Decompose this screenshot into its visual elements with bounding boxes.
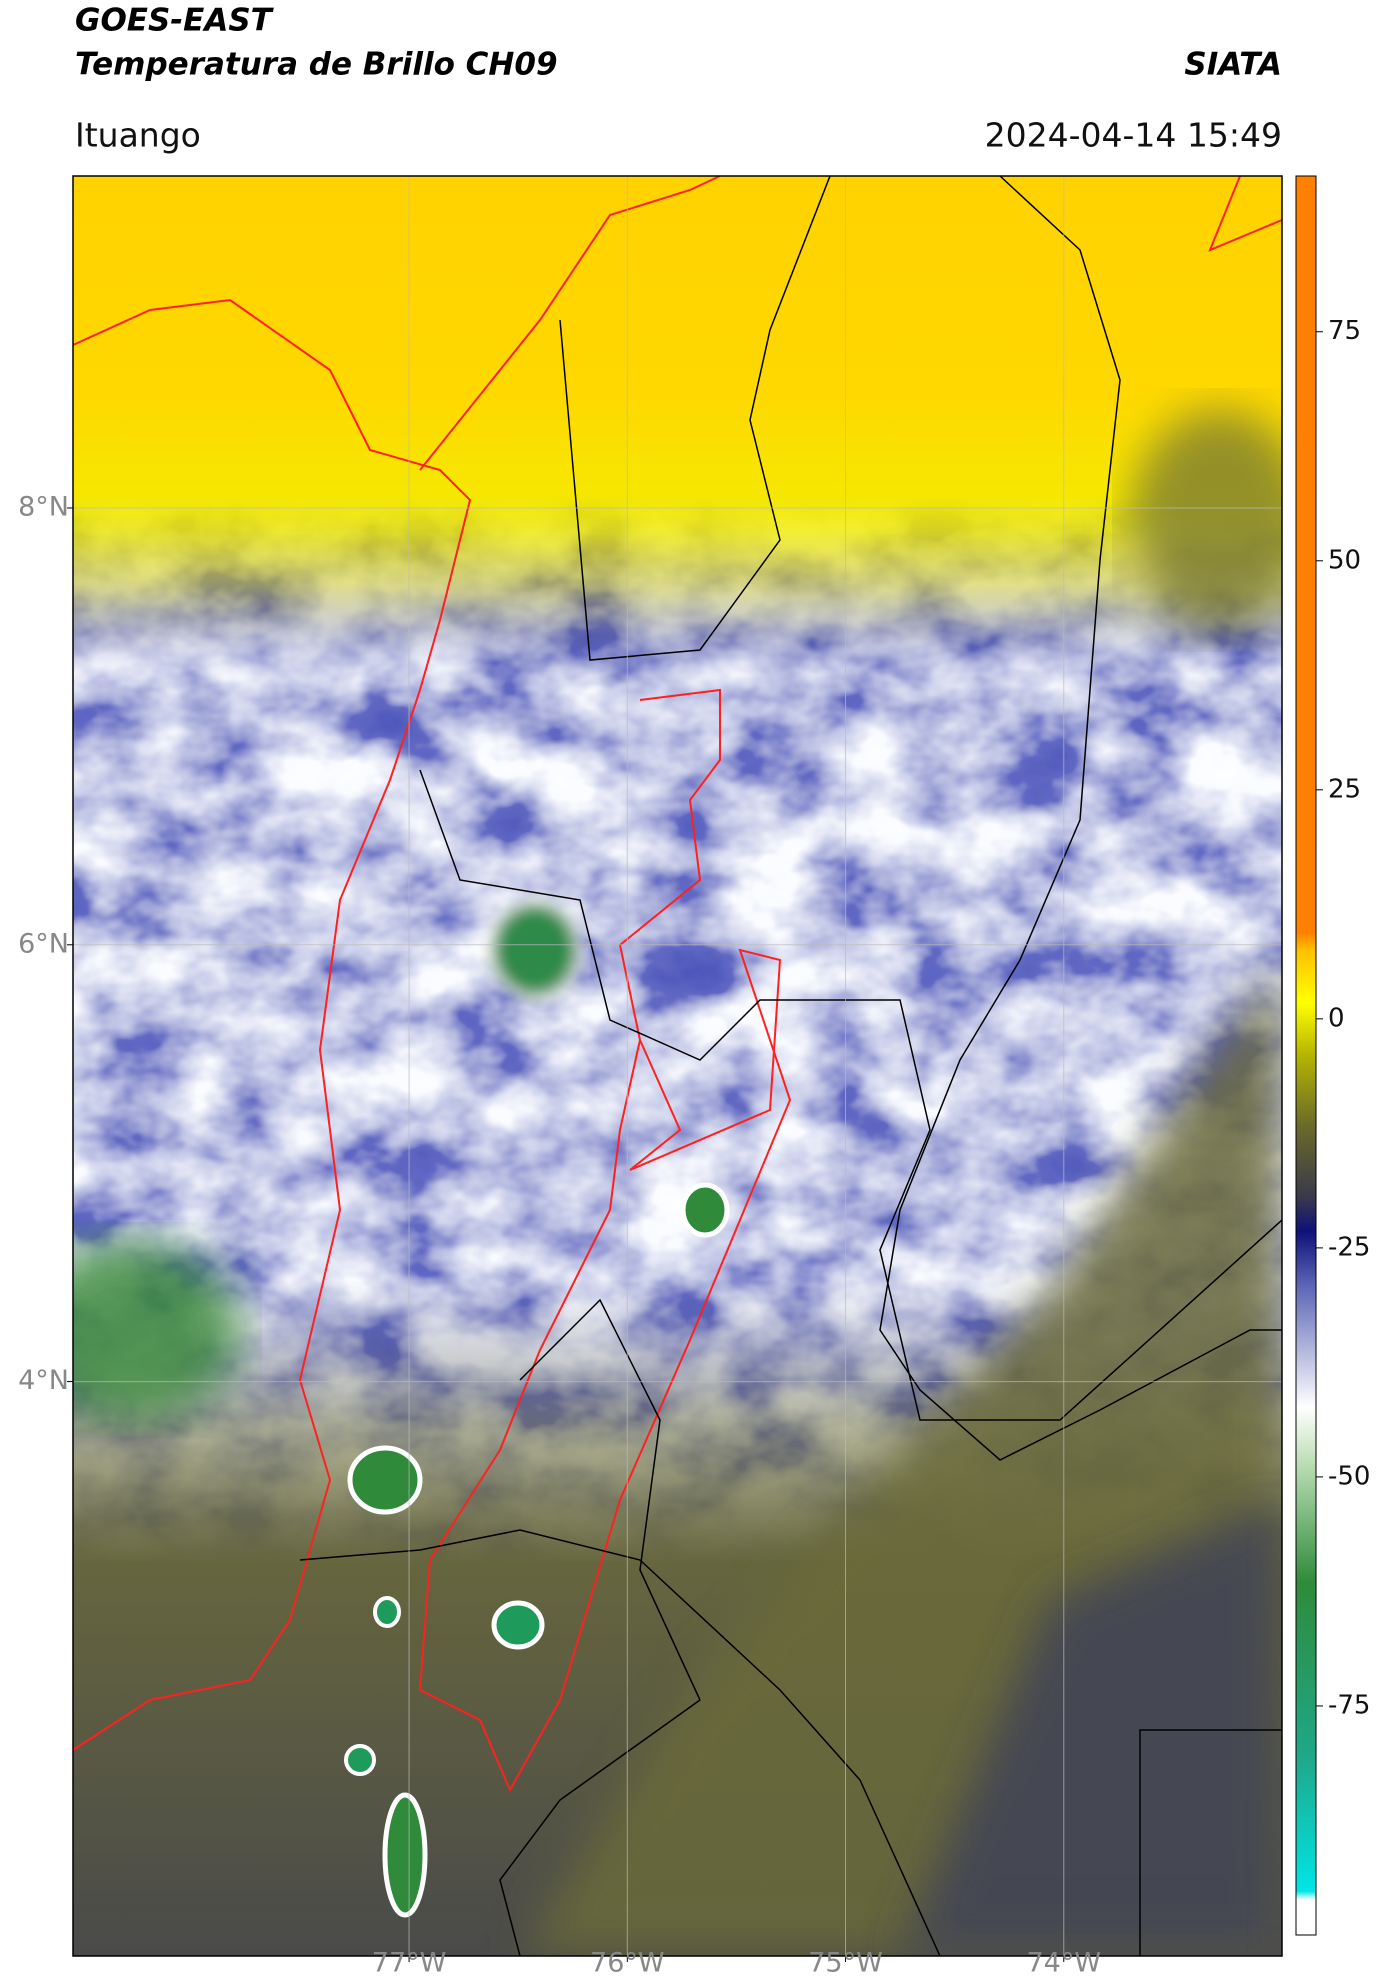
satellite-title: GOES-EAST bbox=[75, 3, 275, 39]
agency: SIATA bbox=[1184, 47, 1282, 83]
location: Ituango bbox=[75, 116, 201, 155]
colorbar-tick-label: -75 bbox=[1328, 1690, 1370, 1720]
x-tick-label: 75°W bbox=[808, 1948, 883, 1979]
timestamp: 2024-04-14 15:49 bbox=[985, 116, 1282, 155]
y-tick-label: 8°N bbox=[18, 491, 69, 522]
map-frame bbox=[72, 175, 1283, 1957]
x-tick-label: 76°W bbox=[590, 1948, 665, 1979]
y-tick-label: 6°N bbox=[18, 928, 69, 959]
satellite-image bbox=[73, 176, 1282, 1956]
colorbar-tick-label: -25 bbox=[1328, 1232, 1370, 1262]
colorbar-tick-label: -50 bbox=[1328, 1461, 1370, 1491]
colorbar bbox=[1295, 175, 1317, 1936]
x-tick-label: 74°W bbox=[1026, 1948, 1101, 1979]
x-tick-label: 77°W bbox=[372, 1948, 447, 1979]
product-title: Temperatura de Brillo CH09 bbox=[75, 47, 558, 83]
y-tick-label: 4°N bbox=[18, 1365, 69, 1396]
graticule bbox=[73, 176, 1282, 1956]
colorbar-tick-label: 50 bbox=[1328, 545, 1361, 575]
colorbar-tick-label: 25 bbox=[1328, 774, 1361, 804]
colorbar-tick-label: 75 bbox=[1328, 316, 1361, 346]
colorbar-tick-label: 0 bbox=[1328, 1003, 1345, 1033]
